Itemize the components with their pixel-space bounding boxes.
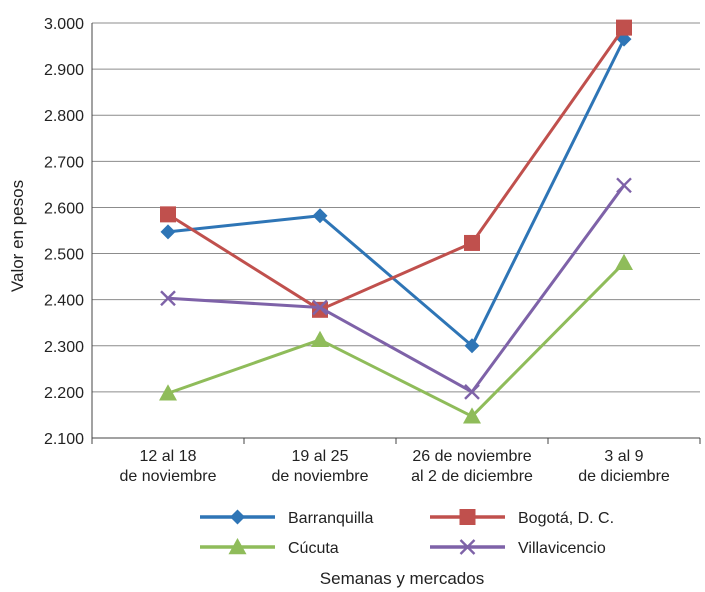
legend-item: Villavicencio	[430, 539, 606, 557]
y-axis-title: Valor en pesos	[8, 180, 27, 292]
x-marker	[616, 177, 632, 194]
x-marker-stroke	[464, 384, 480, 400]
y-tick-label: 2.300	[44, 339, 84, 356]
x-marker	[464, 384, 480, 400]
legend-label: Villavicencio	[518, 540, 606, 557]
square-marker	[160, 206, 176, 223]
triangle-marker	[228, 538, 247, 555]
square-marker	[464, 234, 480, 251]
legend-label: Bogotá, D. C.	[518, 510, 614, 527]
x-marker	[312, 299, 328, 316]
series-line	[167, 261, 626, 418]
legend-item: Barranquilla	[200, 509, 373, 527]
x-tick-label: al 2 de diciembre	[411, 468, 533, 485]
x-tick-label: 19 al 25	[292, 448, 349, 465]
y-tick-label: 2.700	[44, 154, 84, 171]
triangle-marker	[311, 330, 329, 347]
series-villavicencio	[160, 177, 632, 400]
x-tick-label: 26 de noviembre	[412, 448, 531, 465]
x-axis-ticks: 12 al 18 de noviembre 19 al 25 de noviembre…	[120, 448, 670, 485]
x-tick-label: de diciembre	[578, 468, 670, 485]
diamond-marker	[464, 338, 480, 354]
x-tick-label: de noviembre	[120, 468, 217, 485]
x-tick-label: de noviembre	[272, 468, 369, 485]
x-marker-stroke	[160, 290, 176, 307]
y-axis-ticks: 2.100 2.200 2.300 2.400 2.500 2.600 2.700 2.800…	[44, 16, 84, 448]
series-group	[159, 19, 633, 424]
triangle-marker	[463, 407, 481, 424]
x-tick-label: 12 al 18	[140, 448, 197, 465]
series-bogot-d-c	[160, 19, 632, 318]
y-tick-label: 2.500	[44, 247, 84, 264]
y-tick-label: 2.100	[44, 431, 84, 448]
series-line	[167, 38, 626, 348]
series-line	[167, 26, 626, 312]
series-barranquilla	[160, 31, 632, 354]
legend-item: Bogotá, D. C.	[430, 509, 614, 527]
legend-label: Barranquilla	[288, 510, 373, 527]
legend-label: Cúcuta	[288, 540, 339, 557]
y-tick-label: 2.900	[44, 62, 84, 79]
series-c-cuta	[159, 253, 633, 424]
y-tick-label: 3.000	[44, 16, 84, 33]
x-marker-stroke	[312, 299, 328, 316]
x-marker	[459, 539, 476, 555]
x-tick-label: 3 al 9	[604, 448, 643, 465]
legend: Barranquilla Bogotá, D. C. Cúcuta Villavice…	[200, 509, 614, 557]
square-marker	[616, 19, 632, 36]
square-marker	[459, 509, 476, 525]
x-axis-title: Semanas y mercados	[320, 569, 484, 588]
legend-item: Cúcuta	[200, 538, 339, 557]
y-tick-label: 2.200	[44, 385, 84, 402]
diamond-marker	[160, 224, 176, 240]
y-tick-label: 2.800	[44, 108, 84, 125]
y-tick-label: 2.400	[44, 293, 84, 310]
gridlines	[91, 22, 701, 444]
diamond-marker	[230, 509, 245, 525]
y-tick-label: 2.600	[44, 200, 84, 217]
x-marker-stroke	[459, 539, 476, 555]
series-line	[167, 184, 626, 394]
x-marker	[160, 290, 176, 307]
triangle-marker	[615, 253, 633, 270]
triangle-marker	[159, 384, 177, 401]
x-marker-stroke	[616, 177, 632, 194]
diamond-marker	[312, 208, 328, 224]
